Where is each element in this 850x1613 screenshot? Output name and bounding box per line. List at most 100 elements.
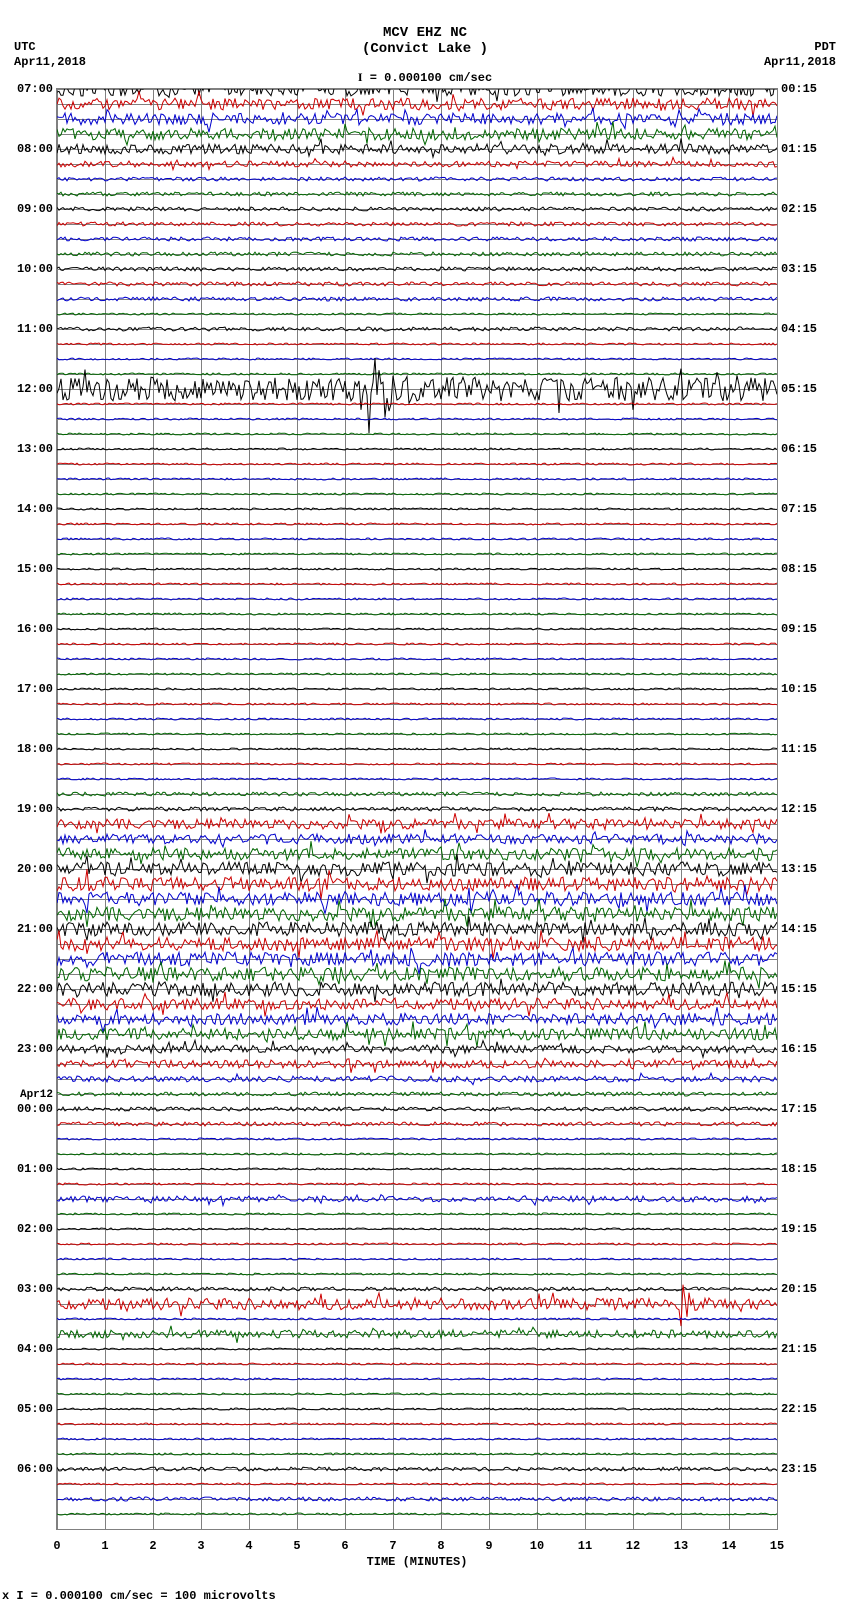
- seismic-trace: [57, 313, 777, 315]
- seismic-trace: [57, 237, 777, 241]
- midnight-date-label: Apr12: [7, 1089, 53, 1101]
- scale-info: I = 0.000100 cm/sec: [0, 70, 850, 85]
- right-time-label: 06:15: [781, 442, 827, 456]
- seismic-trace: [57, 979, 777, 1002]
- seismic-trace: [57, 433, 777, 435]
- x-tick-label: 4: [239, 1539, 259, 1553]
- seismic-trace: [57, 992, 777, 1016]
- seismic-trace: [57, 1408, 777, 1410]
- seismic-trace: [57, 813, 777, 833]
- seismic-trace: [57, 733, 777, 735]
- seismic-trace: [57, 493, 777, 495]
- right-time-label: 21:15: [781, 1342, 827, 1356]
- date-right: Apr11,2018: [764, 55, 836, 69]
- x-tick-label: 0: [47, 1539, 67, 1553]
- x-tick-label: 9: [479, 1539, 499, 1553]
- seismic-trace: [57, 1287, 777, 1291]
- right-time-label: 12:15: [781, 802, 827, 816]
- seismic-trace: [57, 373, 777, 375]
- left-time-label: 10:00: [7, 262, 53, 276]
- seismic-trace: [57, 418, 777, 420]
- seismic-trace: [57, 1258, 777, 1260]
- seismic-trace: [57, 748, 777, 750]
- x-tick-label: 13: [671, 1539, 691, 1553]
- right-time-label: 10:15: [781, 682, 827, 696]
- seismic-trace: [57, 448, 777, 450]
- left-time-label: 20:00: [7, 862, 53, 876]
- seismic-trace: [57, 1107, 777, 1111]
- seismic-trace: [57, 688, 777, 690]
- left-time-label: 00:00: [7, 1102, 53, 1116]
- seismic-trace: [57, 358, 777, 360]
- seismic-trace: [57, 177, 777, 181]
- left-time-label: 01:00: [7, 1162, 53, 1176]
- seismic-trace: [57, 1497, 777, 1501]
- seismic-trace: [57, 1438, 777, 1440]
- seismic-trace: [57, 583, 777, 585]
- seismic-trace: [57, 829, 777, 847]
- x-tick-label: 14: [719, 1539, 739, 1553]
- x-tick-label: 2: [143, 1539, 163, 1553]
- x-tick-label: 15: [767, 1539, 787, 1553]
- x-tick-label: 6: [335, 1539, 355, 1553]
- station-location: (Convict Lake ): [0, 41, 850, 57]
- seismic-trace: [57, 121, 777, 144]
- seismic-trace: [57, 252, 777, 256]
- timezone-left: UTC: [14, 40, 36, 54]
- x-tick-label: 3: [191, 1539, 211, 1553]
- left-time-label: 08:00: [7, 142, 53, 156]
- seismic-trace: [57, 478, 777, 480]
- seismic-trace: [57, 403, 777, 405]
- seismic-trace: [57, 282, 777, 286]
- x-axis-title: TIME (MINUTES): [57, 1555, 777, 1569]
- x-tick-label: 7: [383, 1539, 403, 1553]
- seismic-trace: [57, 763, 777, 765]
- seismic-trace: [57, 792, 777, 796]
- seismic-trace: [57, 718, 777, 720]
- seismic-trace: [57, 673, 777, 675]
- date-left: Apr11,2018: [14, 55, 86, 69]
- seismic-trace: [57, 1058, 777, 1072]
- seismic-trace: [57, 948, 777, 974]
- seismic-trace: [57, 568, 777, 570]
- seismic-trace: [57, 327, 777, 331]
- seismic-trace: [57, 1243, 777, 1245]
- seismic-trace: [57, 1195, 777, 1206]
- left-time-label: 04:00: [7, 1342, 53, 1356]
- seismic-trace: [57, 1363, 777, 1365]
- right-time-label: 15:15: [781, 982, 827, 996]
- helicorder-plot: 0123456789101112131415TIME (MINUTES)07:0…: [56, 88, 778, 1530]
- seismic-trace: [57, 538, 777, 540]
- seismic-trace: [57, 222, 777, 226]
- seismic-trace: [57, 463, 777, 465]
- seismic-trace: [57, 343, 777, 345]
- right-time-label: 08:15: [781, 562, 827, 576]
- left-time-label: 12:00: [7, 382, 53, 396]
- seismic-trace: [57, 1423, 777, 1425]
- seismic-trace: [57, 1483, 777, 1485]
- seismic-trace: [57, 807, 777, 811]
- seismic-trace: [57, 92, 777, 118]
- seismic-trace: [57, 1021, 777, 1046]
- right-time-label: 09:15: [781, 622, 827, 636]
- right-time-label: 14:15: [781, 922, 827, 936]
- seismic-trace: [57, 1138, 777, 1140]
- right-time-label: 18:15: [781, 1162, 827, 1176]
- seismic-trace: [57, 1348, 777, 1350]
- seismic-trace: [57, 1393, 777, 1395]
- seismic-trace: [57, 1513, 777, 1515]
- seismic-trace: [57, 703, 777, 705]
- seismic-trace: [57, 658, 777, 660]
- seismic-trace: [57, 553, 777, 555]
- right-time-label: 22:15: [781, 1402, 827, 1416]
- timezone-right: PDT: [814, 40, 836, 54]
- left-time-label: 18:00: [7, 742, 53, 756]
- right-time-label: 23:15: [781, 1462, 827, 1476]
- left-time-label: 06:00: [7, 1462, 53, 1476]
- left-time-label: 21:00: [7, 922, 53, 936]
- seismic-trace: [57, 1168, 777, 1170]
- seismic-trace: [57, 1092, 777, 1096]
- left-time-label: 19:00: [7, 802, 53, 816]
- seismic-trace: [57, 854, 777, 883]
- x-tick-label: 8: [431, 1539, 451, 1553]
